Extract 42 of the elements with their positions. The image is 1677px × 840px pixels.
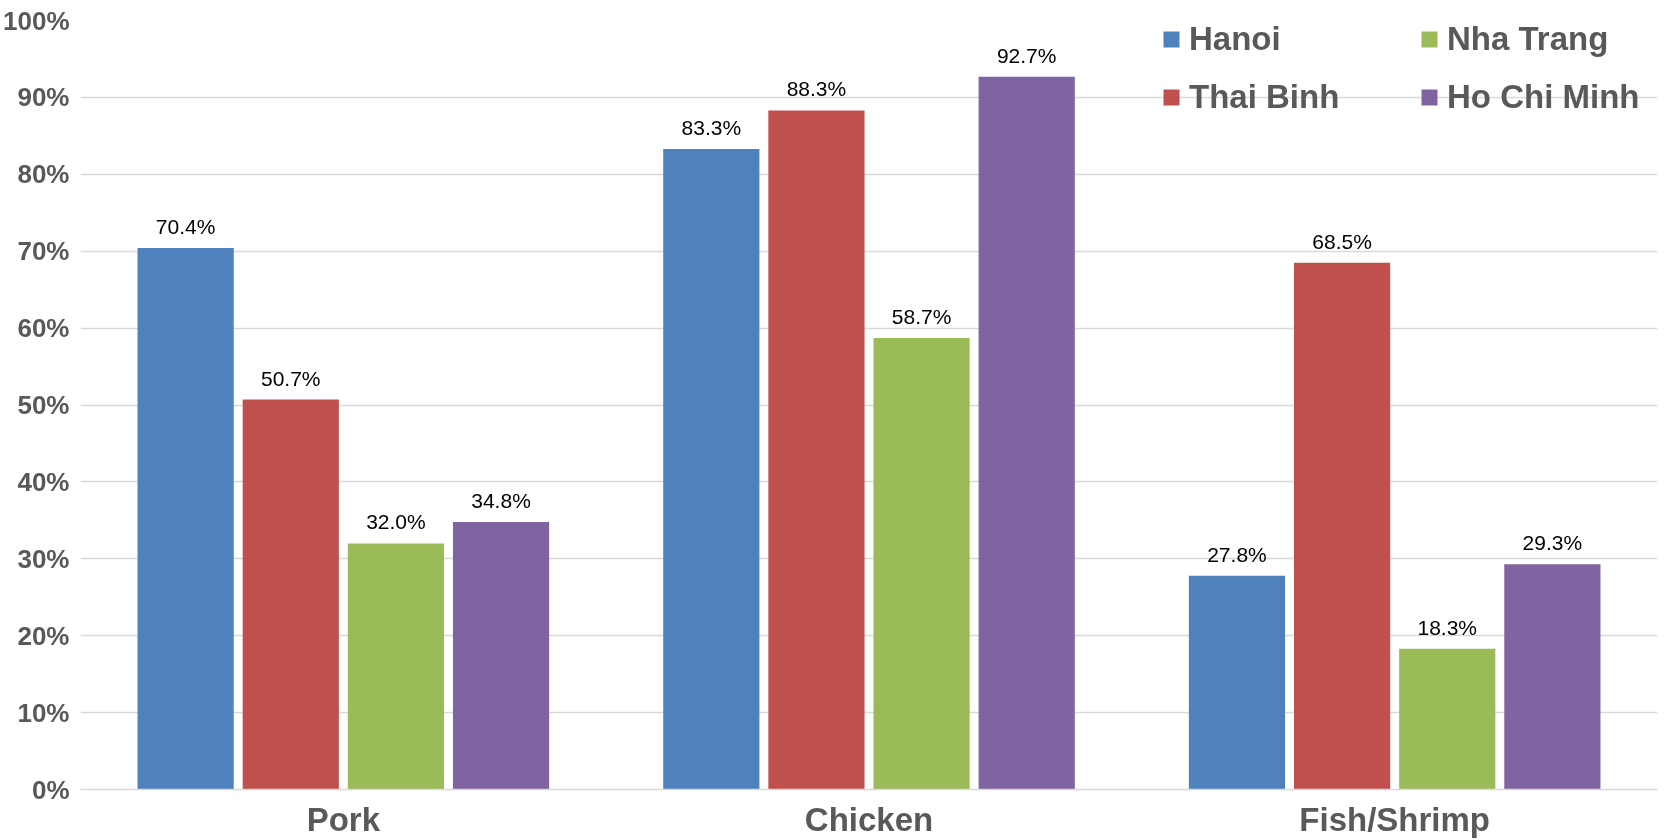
legend-label: Thai Binh — [1189, 78, 1341, 116]
bar — [347, 543, 444, 790]
y-tick-label: 80% — [17, 159, 70, 190]
data-label: 27.8% — [1207, 542, 1267, 566]
data-label: 34.8% — [471, 488, 531, 512]
bar — [768, 110, 865, 790]
data-label: 18.3% — [1417, 615, 1478, 639]
bar — [663, 148, 760, 790]
legend-label: Nha Trang — [1447, 20, 1610, 58]
bar — [137, 248, 234, 790]
data-label: 58.7% — [891, 305, 952, 329]
bar — [873, 338, 970, 790]
bar — [242, 399, 339, 790]
bar — [1294, 262, 1391, 790]
bar — [1504, 564, 1601, 790]
y-tick-label: 0% — [31, 774, 70, 805]
y-tick-label: 30% — [17, 543, 70, 574]
x-tick-label: Fish/Shrimp — [1299, 800, 1491, 838]
bar — [452, 521, 550, 790]
y-tick-label: 90% — [17, 82, 70, 113]
x-tick-label: Chicken — [804, 800, 934, 838]
data-label: 92.7% — [996, 43, 1057, 67]
data-label: 88.3% — [786, 77, 847, 101]
data-label: 32.0% — [366, 510, 426, 534]
y-tick-label: 50% — [17, 390, 70, 420]
bar — [1188, 575, 1286, 790]
y-tick-label: 20% — [17, 620, 70, 651]
legend-label: Ho Chi Minh — [1447, 78, 1641, 116]
data-label: 68.5% — [1312, 229, 1372, 253]
data-label: 29.3% — [1522, 531, 1583, 555]
y-tick-label: 100% — [3, 5, 70, 36]
y-tick-label: 70% — [17, 236, 70, 267]
y-tick-label: 60% — [17, 313, 70, 344]
bar — [1399, 648, 1496, 790]
data-label: 50.7% — [260, 366, 321, 390]
y-tick-label: 40% — [17, 466, 70, 497]
x-tick-label: Pork — [306, 800, 381, 838]
data-label: 70.4% — [155, 215, 216, 239]
legend-label: Hanoi — [1189, 20, 1282, 58]
data-label: 83.3% — [681, 115, 742, 139]
y-tick-label: 10% — [17, 697, 70, 728]
bar — [978, 76, 1075, 790]
